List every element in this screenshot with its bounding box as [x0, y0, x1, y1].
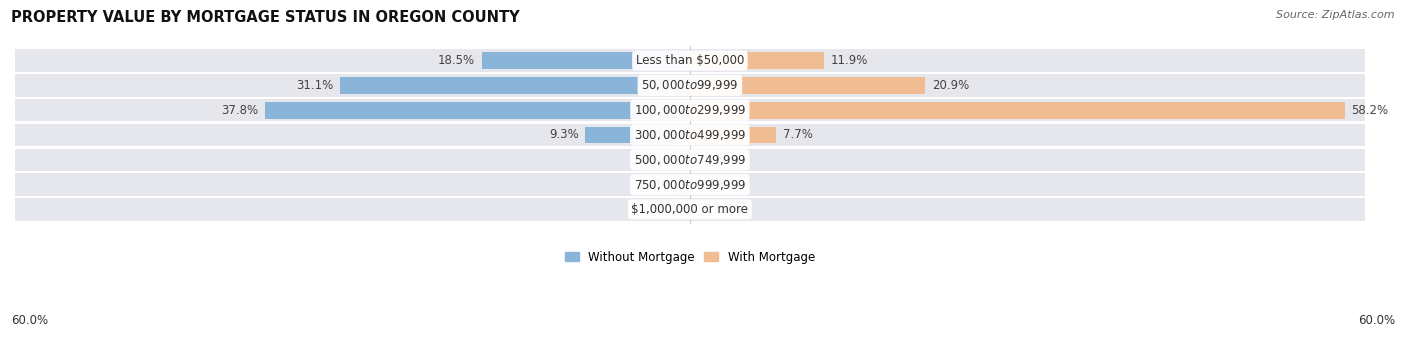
Text: 9.3%: 9.3%: [548, 129, 578, 142]
Bar: [690, 201, 696, 218]
Bar: [690, 102, 1344, 119]
Bar: [15, 49, 1365, 72]
Text: $50,000 to $99,999: $50,000 to $99,999: [641, 78, 738, 92]
Text: $500,000 to $749,999: $500,000 to $749,999: [634, 153, 747, 167]
Text: $100,000 to $299,999: $100,000 to $299,999: [634, 103, 747, 117]
Text: Less than $50,000: Less than $50,000: [636, 54, 744, 67]
Text: 1.8%: 1.8%: [633, 153, 662, 166]
Text: $300,000 to $499,999: $300,000 to $499,999: [634, 128, 747, 142]
Bar: [15, 174, 1365, 196]
Bar: [15, 149, 1365, 171]
Text: 0.0%: 0.0%: [654, 203, 683, 216]
Bar: [15, 99, 1365, 121]
Bar: [690, 127, 776, 144]
Text: PROPERTY VALUE BY MORTGAGE STATUS IN OREGON COUNTY: PROPERTY VALUE BY MORTGAGE STATUS IN ORE…: [11, 10, 520, 25]
Text: 0.55%: 0.55%: [703, 203, 740, 216]
Text: 1.4%: 1.4%: [637, 178, 668, 191]
Text: 58.2%: 58.2%: [1351, 104, 1388, 117]
Bar: [15, 198, 1365, 221]
Text: 31.1%: 31.1%: [297, 79, 333, 92]
Bar: [690, 151, 697, 168]
Bar: [690, 77, 925, 94]
Bar: [482, 52, 690, 69]
Legend: Without Mortgage, With Mortgage: Without Mortgage, With Mortgage: [560, 246, 820, 268]
Text: 0.66%: 0.66%: [704, 153, 741, 166]
Text: 60.0%: 60.0%: [1358, 314, 1395, 327]
Text: 20.9%: 20.9%: [932, 79, 969, 92]
Text: 60.0%: 60.0%: [11, 314, 48, 327]
Bar: [340, 77, 690, 94]
Text: 37.8%: 37.8%: [221, 104, 257, 117]
Text: $1,000,000 or more: $1,000,000 or more: [631, 203, 748, 216]
Text: $750,000 to $999,999: $750,000 to $999,999: [634, 178, 747, 192]
Bar: [669, 151, 690, 168]
Text: 0.0%: 0.0%: [696, 178, 727, 191]
Bar: [673, 176, 690, 193]
Bar: [585, 127, 690, 144]
Bar: [690, 52, 824, 69]
Text: 18.5%: 18.5%: [437, 54, 475, 67]
Text: 11.9%: 11.9%: [831, 54, 868, 67]
Bar: [264, 102, 690, 119]
Bar: [15, 74, 1365, 97]
Bar: [15, 124, 1365, 146]
Text: 7.7%: 7.7%: [783, 129, 813, 142]
Text: Source: ZipAtlas.com: Source: ZipAtlas.com: [1277, 10, 1395, 20]
